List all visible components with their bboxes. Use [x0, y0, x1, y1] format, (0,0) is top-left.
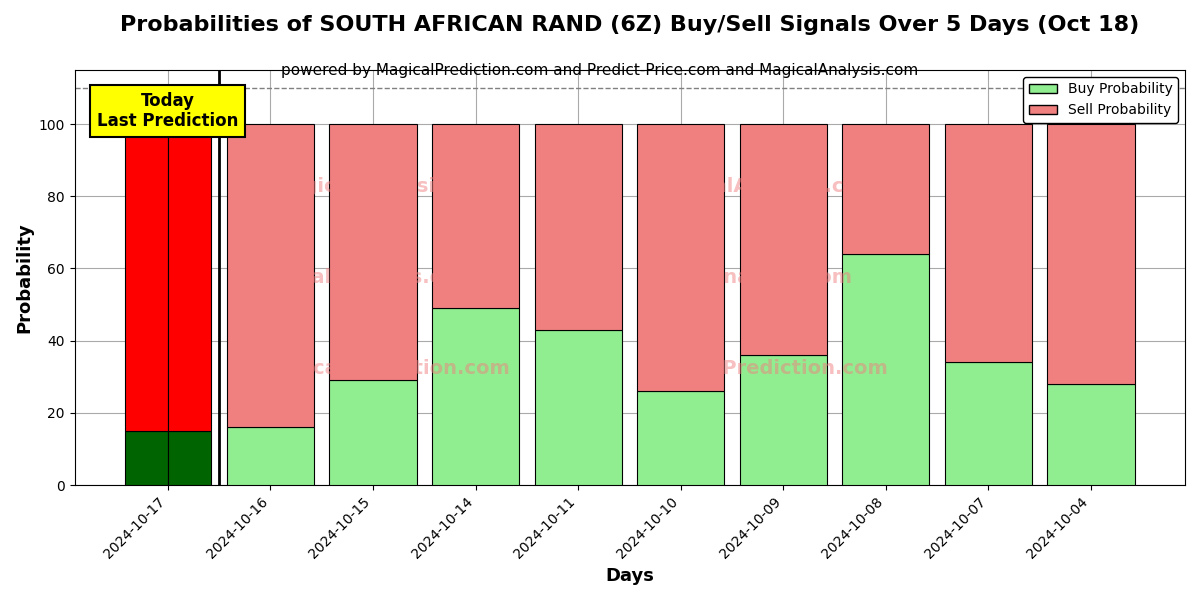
- Bar: [432, 124, 520, 308]
- Bar: [534, 330, 622, 485]
- Bar: [1048, 124, 1134, 384]
- Bar: [227, 124, 314, 427]
- Bar: [739, 355, 827, 485]
- Text: Today
Last Prediction: Today Last Prediction: [97, 92, 239, 130]
- Bar: [432, 308, 520, 485]
- Legend: Buy Probability, Sell Probability: Buy Probability, Sell Probability: [1024, 77, 1178, 123]
- Bar: [125, 431, 168, 485]
- Title: Probabilities of SOUTH AFRICAN RAND (6Z) Buy/Sell Signals Over 5 Days (Oct 18): Probabilities of SOUTH AFRICAN RAND (6Z)…: [120, 15, 1140, 35]
- Bar: [739, 124, 827, 355]
- Bar: [534, 124, 622, 330]
- Text: powered by MagicalPrediction.com and Predict-Price.com and MagicalAnalysis.com: powered by MagicalPrediction.com and Pre…: [281, 63, 919, 78]
- Text: MagicalPrediction.com: MagicalPrediction.com: [638, 359, 888, 379]
- Bar: [125, 124, 168, 431]
- Text: CalAnalysis.com: CalAnalysis.com: [296, 268, 474, 287]
- Bar: [944, 124, 1032, 362]
- Bar: [227, 427, 314, 485]
- X-axis label: Days: Days: [605, 567, 654, 585]
- Bar: [1048, 384, 1134, 485]
- Bar: [637, 391, 725, 485]
- Text: MagicalAnalysis.com: MagicalAnalysis.com: [649, 176, 877, 196]
- Bar: [637, 124, 725, 391]
- Bar: [329, 380, 416, 485]
- Bar: [842, 124, 929, 254]
- Bar: [944, 362, 1032, 485]
- Bar: [842, 254, 929, 485]
- Bar: [329, 124, 416, 380]
- Text: MagicalPrediction.com: MagicalPrediction.com: [260, 359, 510, 379]
- Bar: [168, 124, 210, 431]
- Text: MagicalAnalysis.com: MagicalAnalysis.com: [271, 176, 499, 196]
- Bar: [168, 431, 210, 485]
- Text: CalAnalysis.com: CalAnalysis.com: [674, 268, 852, 287]
- Y-axis label: Probability: Probability: [16, 222, 34, 333]
